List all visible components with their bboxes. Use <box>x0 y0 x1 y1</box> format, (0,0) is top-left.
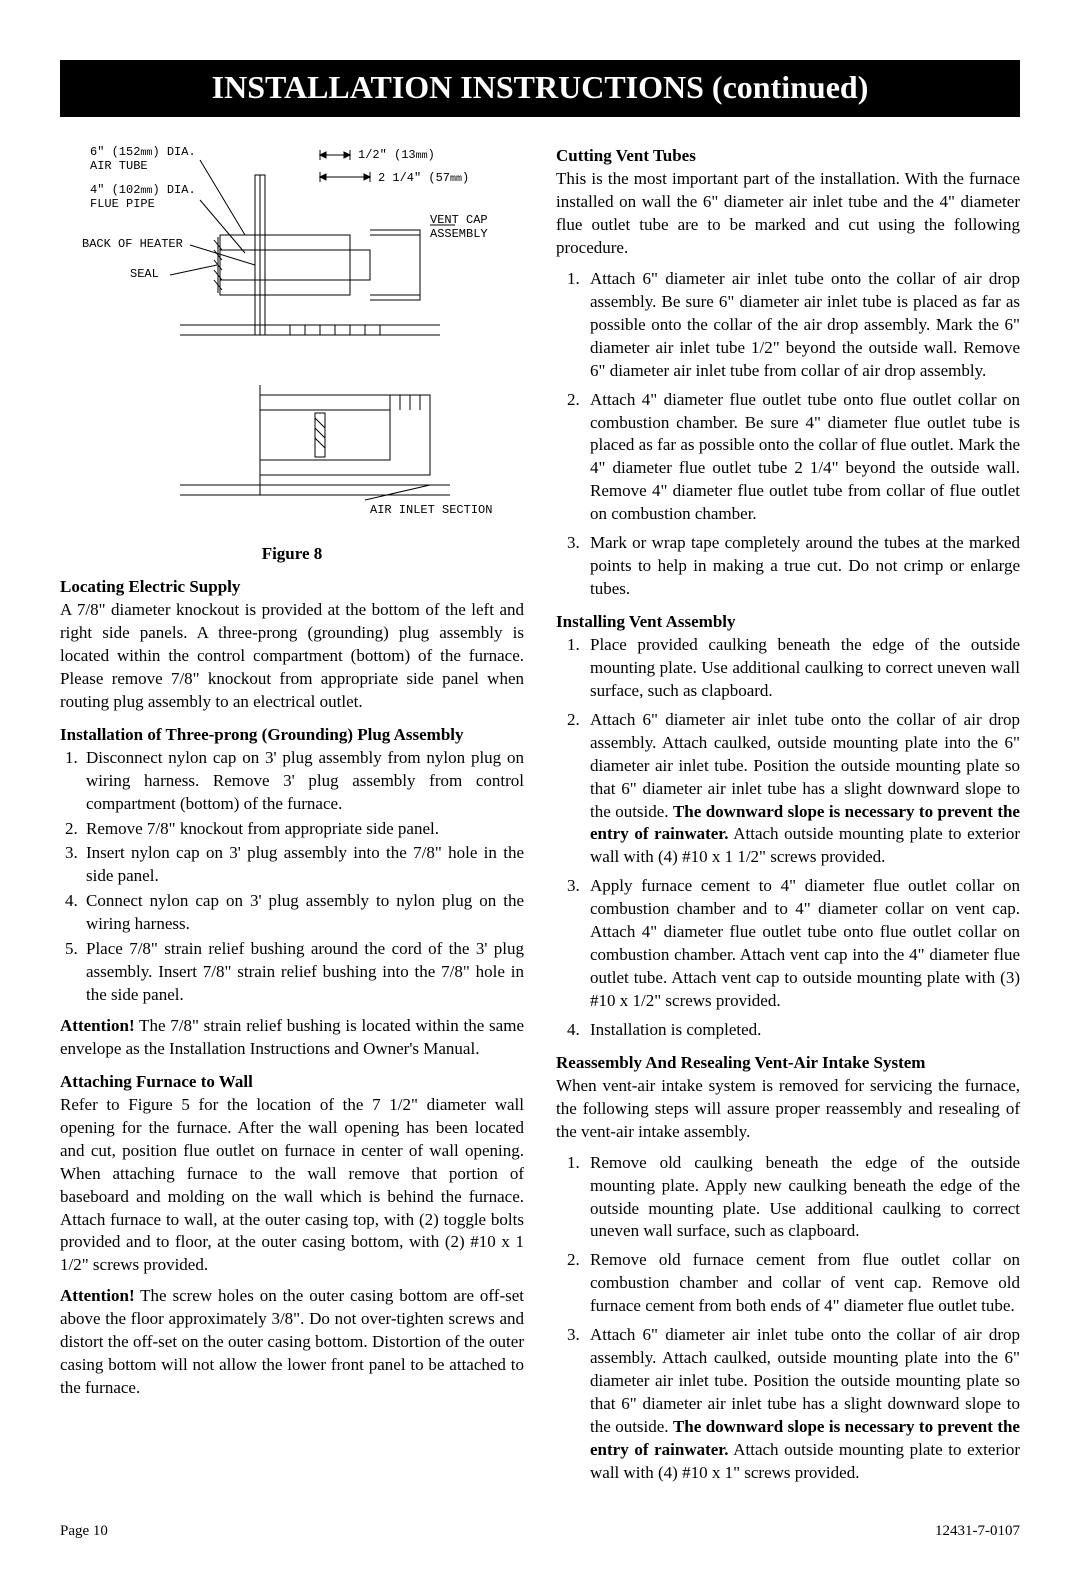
locating-head: Locating Electric Supply <box>60 576 524 599</box>
page-title: INSTALLATION INSTRUCTIONS (continued) <box>60 60 1020 117</box>
attention-label: Attention! <box>60 1016 135 1035</box>
list-item: Installation is completed. <box>584 1019 1020 1042</box>
install-list: Disconnect nylon cap on 3' plug assembly… <box>60 747 524 1007</box>
footer-docnum: 12431-7-0107 <box>935 1521 1020 1541</box>
svg-text:AIR INLET SECTION: AIR INLET SECTION <box>370 503 492 517</box>
content-columns: 6" (152mm) DIA. AIR TUBE 4" (102mm) DIA.… <box>60 135 1020 1493</box>
attention-label: Attention! <box>60 1286 135 1305</box>
list-item: Disconnect nylon cap on 3' plug assembly… <box>82 747 524 816</box>
list-item: Attach 6" diameter air inlet tube onto t… <box>584 709 1020 870</box>
list-item: Remove old furnace cement from flue outl… <box>584 1249 1020 1318</box>
svg-text:6" (152mm) DIA.: 6" (152mm) DIA. <box>90 145 196 159</box>
list-item: Attach 6" diameter air inlet tube onto t… <box>584 268 1020 383</box>
installing-head: Installing Vent Assembly <box>556 611 1020 634</box>
figure-8: 6" (152mm) DIA. AIR TUBE 4" (102mm) DIA.… <box>60 135 524 566</box>
svg-text:4" (102mm) DIA.: 4" (102mm) DIA. <box>90 183 196 197</box>
svg-text:AIR TUBE: AIR TUBE <box>90 159 148 173</box>
page-footer: Page 10 12431-7-0107 <box>60 1521 1020 1541</box>
svg-text:SEAL: SEAL <box>130 267 159 281</box>
list-item: Mark or wrap tape completely around the … <box>584 532 1020 601</box>
list-item: Attach 4" diameter flue outlet tube onto… <box>584 389 1020 527</box>
svg-text:FLUE PIPE: FLUE PIPE <box>90 197 155 211</box>
attach-head: Attaching Furnace to Wall <box>60 1071 524 1094</box>
cutting-list: Attach 6" diameter air inlet tube onto t… <box>556 268 1020 601</box>
svg-text:VENT CAP: VENT CAP <box>430 213 488 227</box>
list-item: Connect nylon cap on 3' plug assembly to… <box>82 890 524 936</box>
attention-1: Attention! The 7/8" strain relief bushin… <box>60 1015 524 1061</box>
svg-text:BACK OF HEATER: BACK OF HEATER <box>82 237 183 251</box>
list-item: Remove 7/8" knockout from appropriate si… <box>82 818 524 841</box>
install-head: Installation of Three-prong (Grounding) … <box>60 724 524 747</box>
list-item: Apply furnace cement to 4" diameter flue… <box>584 875 1020 1013</box>
svg-text:2 1/4" (57mm): 2 1/4" (57mm) <box>378 171 469 185</box>
reassembly-list: Remove old caulking beneath the edge of … <box>556 1152 1020 1485</box>
list-item: Place provided caulking beneath the edge… <box>584 634 1020 703</box>
svg-text:1/2" (13mm): 1/2" (13mm) <box>358 148 435 162</box>
cutting-para: This is the most important part of the i… <box>556 168 1020 260</box>
figure-caption: Figure 8 <box>60 543 524 566</box>
svg-text:ASSEMBLY: ASSEMBLY <box>430 227 488 241</box>
list-item: Remove old caulking beneath the edge of … <box>584 1152 1020 1244</box>
left-column: 6" (152mm) DIA. AIR TUBE 4" (102mm) DIA.… <box>60 135 524 1493</box>
cutting-head: Cutting Vent Tubes <box>556 145 1020 168</box>
list-item: Attach 6" diameter air inlet tube onto t… <box>584 1324 1020 1485</box>
right-column: Cutting Vent Tubes This is the most impo… <box>556 135 1020 1493</box>
attention-2: Attention! The screw holes on the outer … <box>60 1285 524 1400</box>
attach-para: Refer to Figure 5 for the location of th… <box>60 1094 524 1278</box>
footer-page: Page 10 <box>60 1521 108 1541</box>
installing-list: Place provided caulking beneath the edge… <box>556 634 1020 1042</box>
reassembly-para: When vent-air intake system is removed f… <box>556 1075 1020 1144</box>
locating-para: A 7/8" diameter knockout is provided at … <box>60 599 524 714</box>
reassembly-head: Reassembly And Resealing Vent-Air Intake… <box>556 1052 1020 1075</box>
list-item: Insert nylon cap on 3' plug assembly int… <box>82 842 524 888</box>
list-item: Place 7/8" strain relief bushing around … <box>82 938 524 1007</box>
figure-8-svg: 6" (152mm) DIA. AIR TUBE 4" (102mm) DIA.… <box>60 135 500 535</box>
